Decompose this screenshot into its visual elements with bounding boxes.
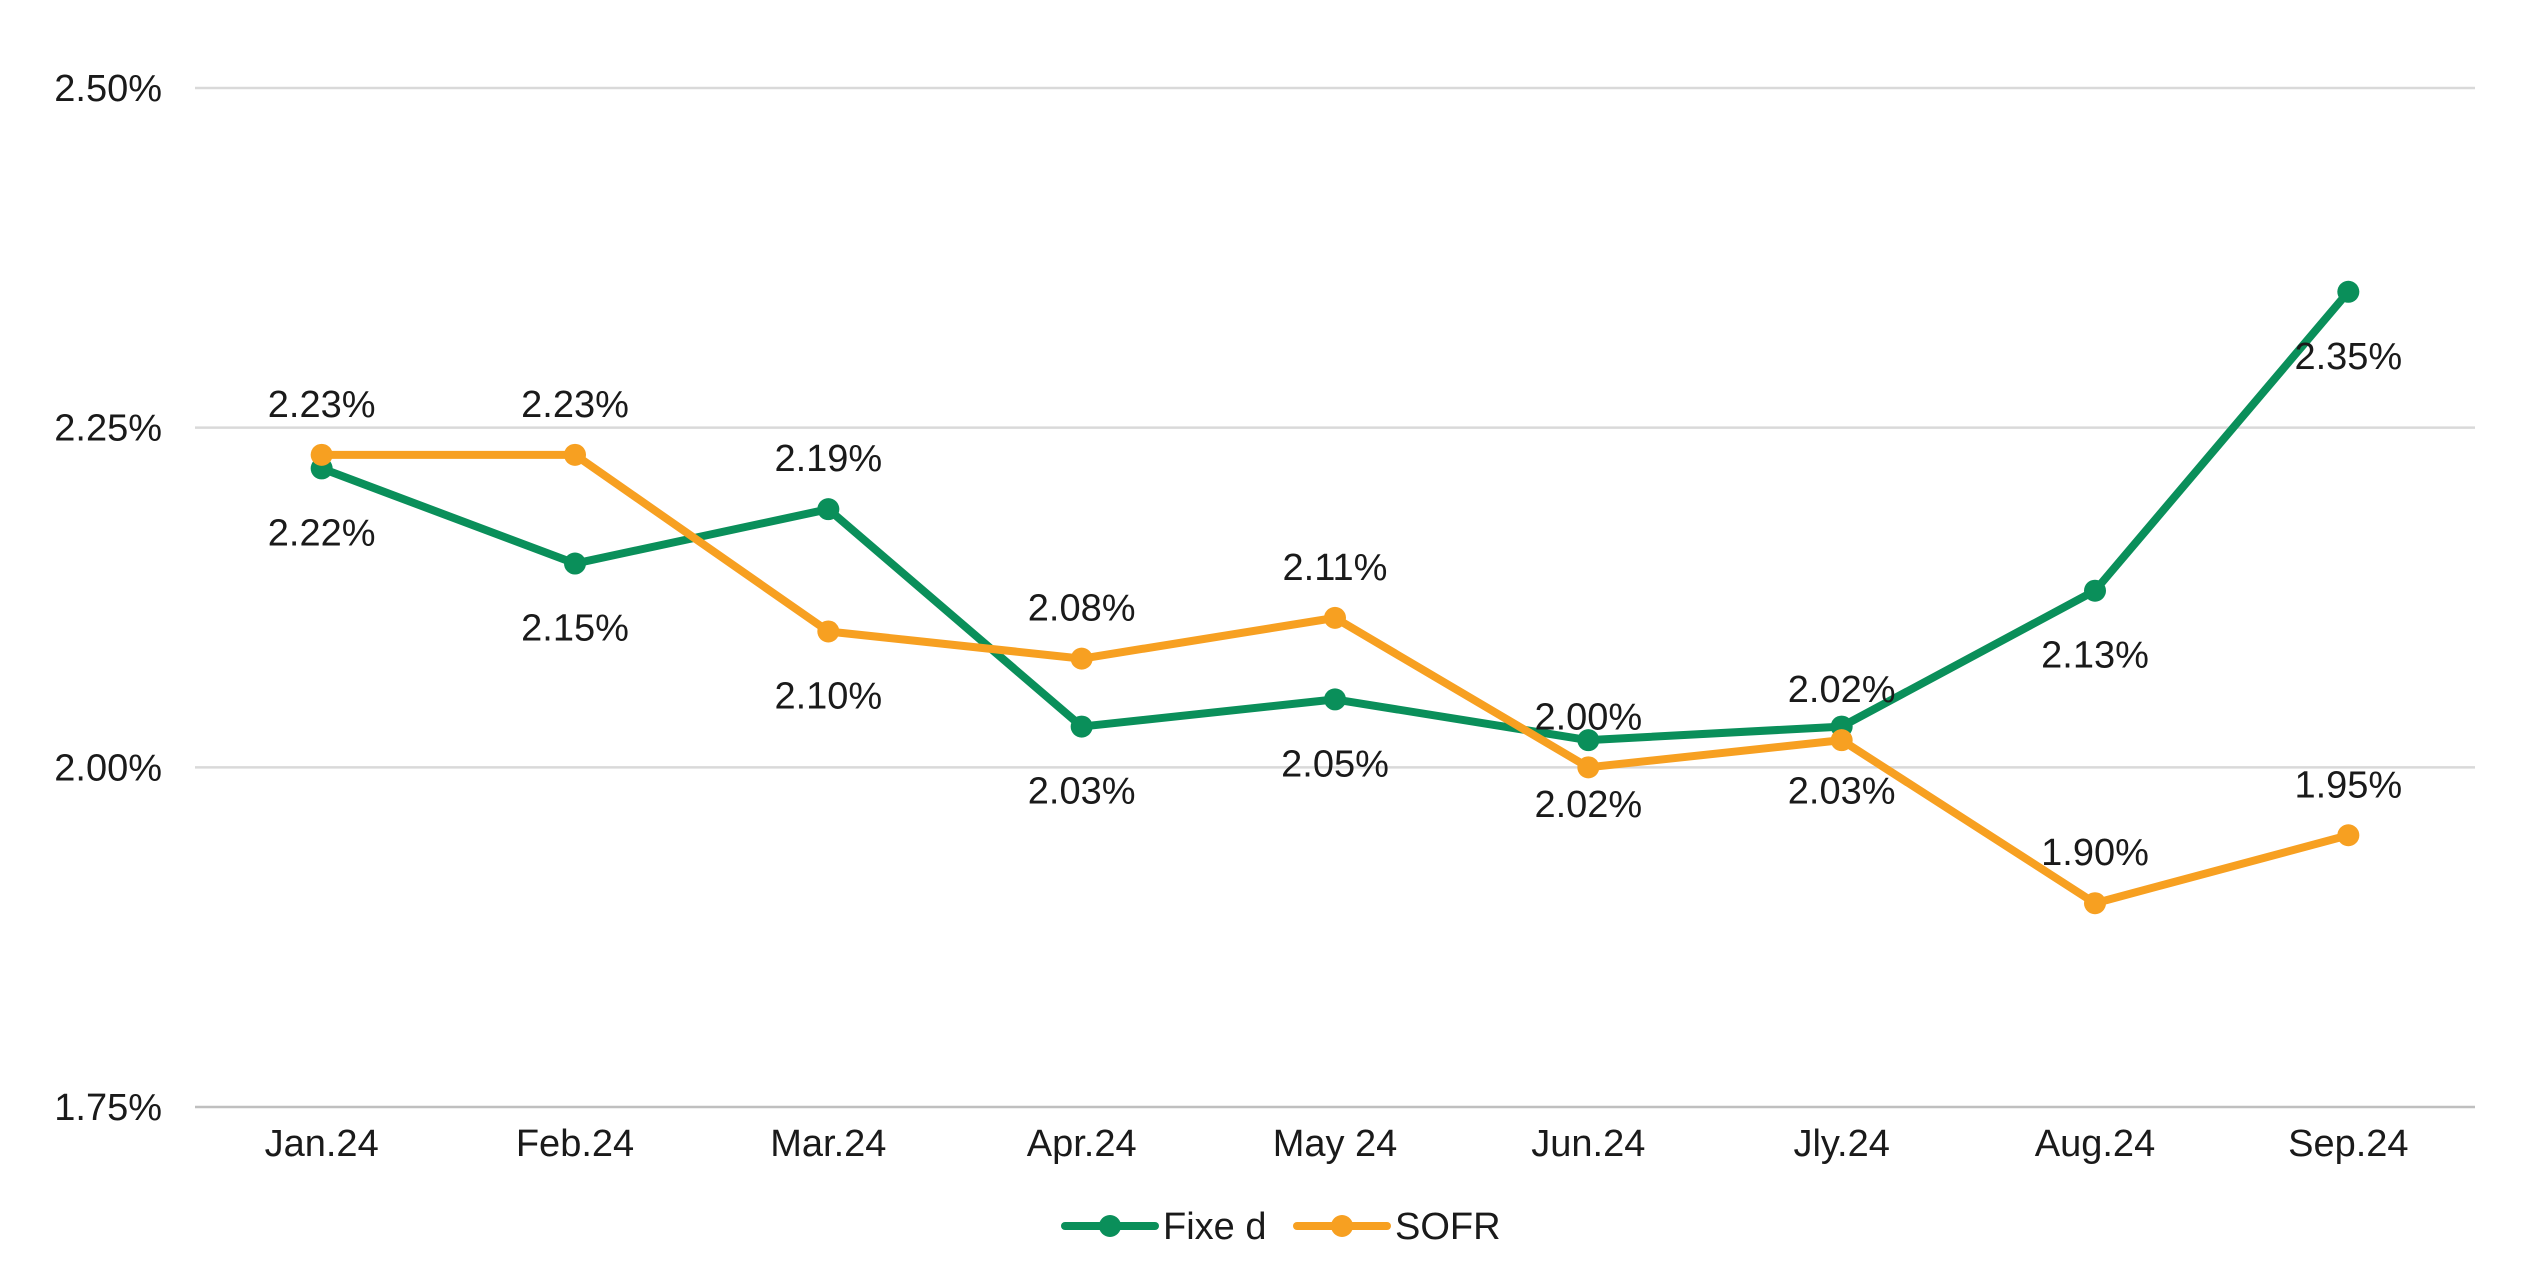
data-label: 2.10% xyxy=(774,675,882,717)
series-lines xyxy=(310,280,2360,915)
legend-label: Fixe d xyxy=(1163,1206,1266,1248)
legend-marker xyxy=(1099,1215,1121,1237)
x-tick-label: Jan.24 xyxy=(265,1123,379,1165)
x-tick-label: Jun.24 xyxy=(1531,1123,1645,1165)
data-point xyxy=(1324,606,1346,629)
data-label: 2.00% xyxy=(1534,696,1642,738)
gridlines xyxy=(195,86,2475,1109)
data-point xyxy=(564,443,586,466)
x-tick-label: May 24 xyxy=(1273,1123,1398,1165)
data-label: 2.15% xyxy=(521,608,629,650)
y-tick-label: 1.75% xyxy=(54,1087,162,1129)
data-label: 2.22% xyxy=(268,512,376,554)
data-point xyxy=(2084,892,2106,915)
data-point xyxy=(2084,579,2106,602)
legend: Fixe d SOFR xyxy=(1061,1206,1501,1248)
data-label: 1.90% xyxy=(2041,832,2149,874)
data-point xyxy=(817,620,840,643)
y-tick-label: 2.50% xyxy=(54,68,162,110)
data-label: 2.23% xyxy=(268,384,376,426)
data-label: 2.19% xyxy=(774,438,882,480)
data-point xyxy=(1070,715,1093,738)
data-point xyxy=(1830,729,1853,752)
data-label: 2.08% xyxy=(1028,588,1136,630)
y-tick-label: 2.00% xyxy=(54,747,162,789)
data-label: 2.05% xyxy=(1281,743,1389,785)
data-label: 2.03% xyxy=(1028,771,1136,813)
data-point xyxy=(1577,729,1600,752)
legend-label: SOFR xyxy=(1395,1206,1501,1248)
y-axis-ticks: 1.75% 2.00% 2.25% 2.50% xyxy=(54,68,162,1129)
data-point xyxy=(817,498,840,521)
x-tick-label: Apr.24 xyxy=(1027,1123,1137,1165)
data-point xyxy=(1577,756,1600,779)
x-tick-label: Aug.24 xyxy=(2035,1123,2155,1165)
data-label: 2.02% xyxy=(1534,784,1642,826)
data-label: 2.11% xyxy=(1283,547,1388,589)
x-axis-ticks: Jan.24 Feb.24 Mar.24 Apr.24 May 24 Jun.24 Jly.… xyxy=(265,1123,2409,1165)
x-tick-label: Mar.24 xyxy=(770,1123,886,1165)
data-label: 2.03% xyxy=(1788,771,1896,813)
data-point xyxy=(564,552,586,575)
data-label: 2.23% xyxy=(521,384,629,426)
data-point xyxy=(1070,647,1093,670)
data-point xyxy=(1324,688,1346,711)
data-label: 1.95% xyxy=(2294,764,2402,806)
data-label: 2.35% xyxy=(2294,336,2402,378)
x-tick-label: Jly.24 xyxy=(1793,1123,1889,1165)
data-point xyxy=(310,443,333,466)
y-tick-label: 2.25% xyxy=(54,408,162,450)
data-point xyxy=(2337,824,2360,847)
legend-marker xyxy=(1331,1215,1353,1237)
x-tick-label: Sep.24 xyxy=(2288,1123,2408,1165)
data-label: 2.02% xyxy=(1788,669,1896,711)
data-label: 2.13% xyxy=(2041,635,2149,677)
x-tick-label: Feb.24 xyxy=(516,1123,634,1165)
data-point xyxy=(2337,280,2360,303)
data-labels: 2.22% 2.15% 2.19% 2.03% 2.05% 2.02% 2.03% 2.13%… xyxy=(268,336,2402,874)
